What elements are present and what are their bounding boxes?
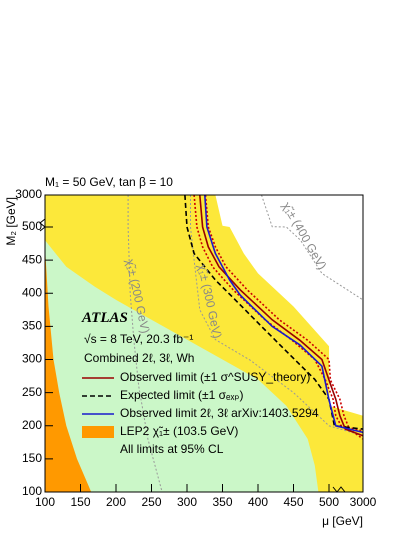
x-tick-label: 500: [319, 495, 339, 509]
y-axis-label: M₂ [GeV]: [4, 197, 18, 246]
legend-label: Expected limit (±1 σₑₓₚ): [120, 388, 244, 402]
contour-line: [199, 194, 364, 437]
legend-label: LEP2 χ̃₁± (103.5 GeV): [120, 424, 238, 438]
x-tick-label: 100: [35, 495, 55, 509]
y-tick-label: 3000: [15, 187, 42, 201]
legend-label: Observed limit (±1 σ^SUSY_theory): [120, 370, 310, 384]
y-tick-label: 150: [22, 451, 42, 465]
contour-line: [204, 194, 364, 434]
y-tick-label: 100: [22, 484, 42, 498]
experiment-label: ATLAS: [81, 310, 128, 326]
axis-break: [332, 486, 346, 493]
legend: Observed limit (±1 σ^SUSY_theory) Expecte…: [82, 370, 319, 438]
x-tick-label: 400: [248, 495, 268, 509]
x-tick-label: 3000: [350, 495, 377, 509]
y-tick-label: 400: [22, 285, 42, 299]
y-tick-label: 450: [22, 252, 42, 266]
x-axis-label: μ [GeV]: [322, 514, 363, 528]
y-tick-label: 300: [22, 352, 42, 366]
region: [45, 246, 92, 492]
axis-break: [39, 218, 46, 232]
legend-swatch: [82, 426, 114, 438]
x-tick-label: 300: [177, 495, 197, 509]
y-tick-label: 350: [22, 319, 42, 333]
cl-note: All limits at 95% CL: [120, 442, 224, 456]
contour-line: [193, 194, 364, 432]
y-tick-label: 200: [22, 418, 42, 432]
frame: [44, 194, 364, 493]
x-tick-label: 150: [70, 495, 90, 509]
energy-label: √s = 8 TeV, 20.3 fb⁻¹: [84, 332, 193, 346]
y-tick-label: 500: [22, 219, 42, 233]
analysis-label: Combined 2ℓ, 3ℓ, Wh: [84, 351, 194, 365]
contour-line: [190, 195, 364, 437]
contour-line: [127, 195, 163, 493]
x-tick-label: 350: [212, 495, 232, 509]
x-tick-label: 250: [141, 495, 161, 509]
contour-line: [261, 194, 364, 301]
x-tick-label: 200: [106, 495, 126, 509]
y-tick-label: 250: [22, 385, 42, 399]
legend-label: Observed limit 2ℓ, 3ℓ arXiv:1403.5294: [120, 406, 319, 420]
contour-line: [204, 194, 364, 440]
contour-label: χ̃₁± (400 GeV): [279, 200, 329, 273]
x-tick-label: 450: [283, 495, 303, 509]
chart-title: M₁ = 50 GeV, tan β = 10: [45, 175, 173, 189]
